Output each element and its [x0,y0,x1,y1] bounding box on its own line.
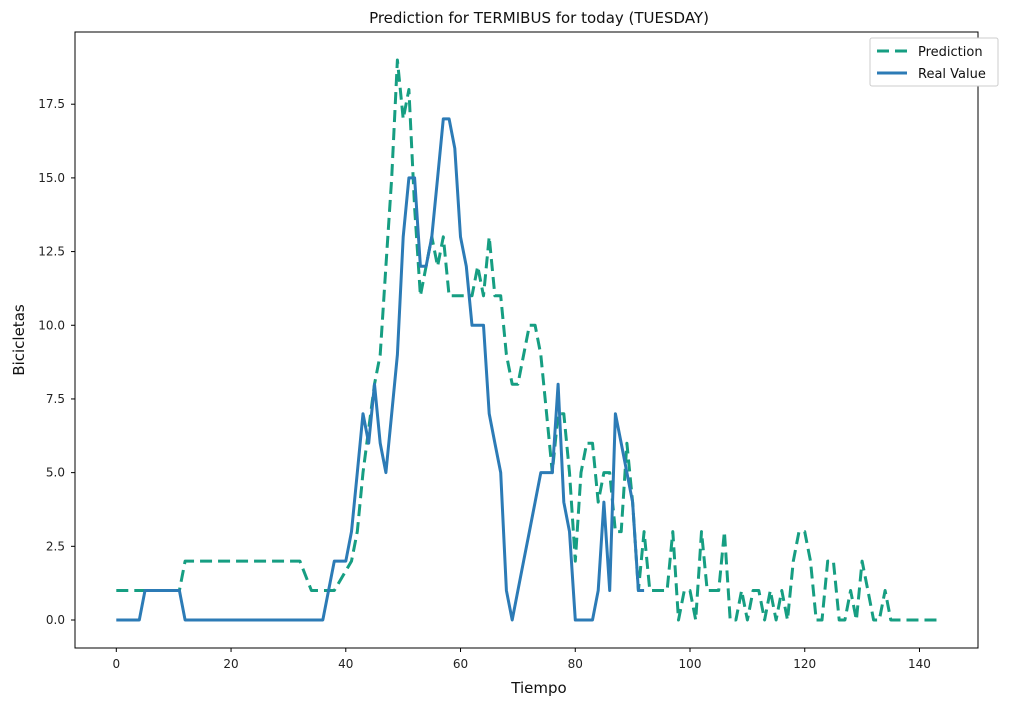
y-tick-label: 15.0 [38,171,65,185]
y-tick-label: 7.5 [46,392,65,406]
series-line-real-value [116,117,645,622]
y-tick-label: 0.0 [46,613,65,627]
x-axis: 0 20 40 60 80 100 120 140 [112,648,931,671]
x-tick-label: 0 [112,657,120,671]
x-tick-label: 120 [793,657,816,671]
legend: Prediction Real Value [869,37,999,87]
x-tick-label: 60 [453,657,468,671]
x-tick-label: 140 [908,657,931,671]
plot-area [74,31,979,649]
y-tick-label: 2.5 [46,539,65,553]
y-tick-label: 17.5 [38,97,65,111]
x-tick-label: 100 [679,657,702,671]
y-tick-label: 12.5 [38,245,65,259]
y-axis-title: Bicicletas [10,304,28,376]
x-tick-label: 40 [338,657,353,671]
x-tick-label: 20 [223,657,238,671]
series-line-prediction [116,58,937,622]
y-tick-label: 5.0 [46,466,65,480]
y-tick-label: 10.0 [38,318,65,332]
legend-label-prediction: Prediction [918,45,983,60]
series-layer [116,58,937,622]
x-axis-title: Tiempo [510,679,566,697]
legend-label-real-value: Real Value [918,67,986,82]
x-tick-label: 80 [568,657,583,671]
y-axis: 0.0 2.5 5.0 7.5 10.0 12.5 15.0 17.5 [38,97,75,627]
chart-title: Prediction for TERMIBUS for today (TUESD… [369,9,709,27]
